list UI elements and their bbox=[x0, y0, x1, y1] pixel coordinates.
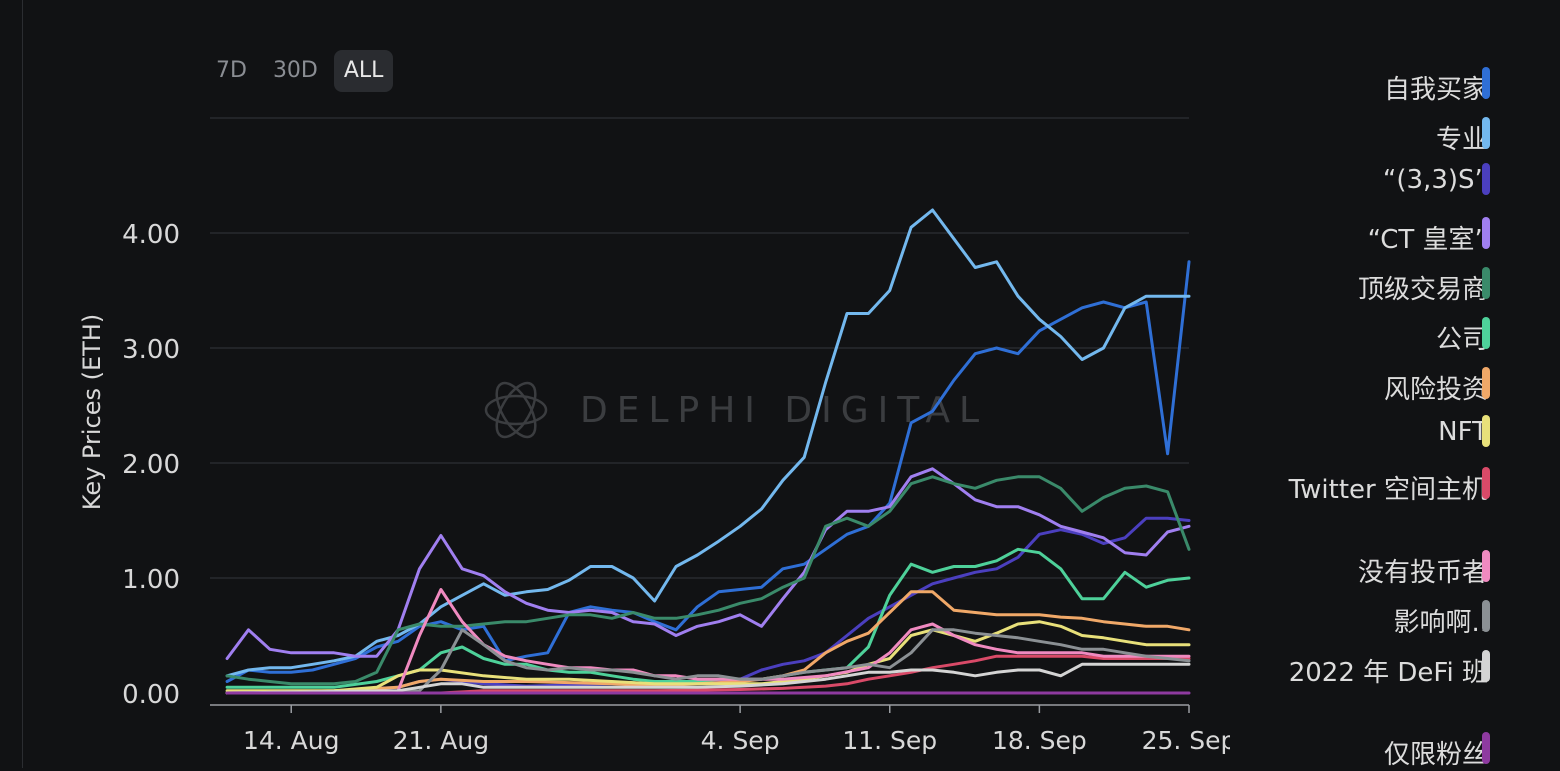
legend-item-label: Twitter 空间主机 bbox=[1288, 475, 1488, 505]
y-tick-label: 4.00 bbox=[122, 220, 180, 250]
series-line-2 bbox=[225, 516, 1191, 695]
legend-item-label: NFT bbox=[1438, 417, 1488, 447]
time-range-tabs: 7D 30D ALL bbox=[206, 50, 394, 92]
legend-swatch bbox=[1482, 217, 1490, 249]
legend-swatch bbox=[1482, 117, 1490, 149]
legend-swatch bbox=[1482, 367, 1490, 399]
legend-swatch bbox=[1482, 732, 1490, 764]
legend-item[interactable]: 2022 年 DeFi 班 bbox=[1289, 652, 1488, 689]
series-line-11 bbox=[225, 662, 1191, 695]
series-line-1 bbox=[225, 208, 1191, 678]
legend-item-label: 仅限粉丝 bbox=[1383, 740, 1488, 770]
legend-swatch bbox=[1482, 600, 1490, 632]
series-line-5 bbox=[225, 547, 1191, 689]
x-tick-label: 21. Aug bbox=[393, 726, 490, 755]
legend-swatch bbox=[1482, 317, 1490, 349]
x-tick-label: 11. Sep bbox=[842, 726, 937, 755]
legend-item-label: 专业 bbox=[1435, 125, 1488, 155]
series-line-4 bbox=[225, 475, 1191, 686]
series-line-3 bbox=[225, 467, 1191, 660]
series-lines bbox=[225, 208, 1191, 695]
legend-item[interactable]: 仅限粉丝 bbox=[1384, 734, 1488, 771]
legend-swatch bbox=[1482, 415, 1490, 447]
axes: 0.00 1.00 2.00 3.00 4.00 14. Aug 21. Aug 4. Sep… bbox=[78, 220, 1230, 755]
legend-item-label: “CT 皇室” bbox=[1367, 225, 1488, 255]
panel-left-border bbox=[22, 0, 23, 768]
range-tab-7d[interactable]: 7D bbox=[216, 58, 247, 83]
key-prices-chart: 0.00 1.00 2.00 3.00 4.00 14. Aug 21. Aug 4. Sep… bbox=[78, 117, 1230, 755]
series-line-9 bbox=[225, 588, 1191, 695]
legend-item-label: 公司 bbox=[1435, 325, 1488, 355]
y-tick-label: 0.00 bbox=[122, 680, 180, 710]
series-line-8 bbox=[225, 654, 1191, 695]
legend-swatch bbox=[1482, 67, 1490, 99]
y-tick-label: 2.00 bbox=[122, 450, 180, 480]
series-line-6 bbox=[225, 590, 1191, 695]
y-axis-title: Key Prices (ETH) bbox=[78, 314, 106, 510]
x-tick-label: 25. Sep bbox=[1142, 726, 1230, 755]
legend-item[interactable]: Twitter 空间主机 bbox=[1289, 469, 1488, 506]
legend-item[interactable]: 专业 bbox=[1436, 119, 1488, 156]
legend-item-label: 2022 年 DeFi 班 bbox=[1288, 658, 1488, 688]
legend-item[interactable]: “(3,3)S” bbox=[1383, 165, 1488, 195]
x-tick-label: 4. Sep bbox=[701, 726, 780, 755]
legend-swatch bbox=[1482, 650, 1490, 682]
legend-item[interactable]: “CT 皇室” bbox=[1368, 219, 1488, 256]
legend-item-label: 风险投资 bbox=[1383, 375, 1488, 405]
y-tick-label: 1.00 bbox=[122, 565, 180, 595]
legend-swatch bbox=[1482, 267, 1490, 299]
legend-item-label: 影响啊.. bbox=[1393, 608, 1488, 638]
y-tick-label: 3.00 bbox=[122, 335, 180, 365]
legend-item[interactable]: 公司 bbox=[1436, 319, 1488, 356]
legend-item[interactable]: 风险投资 bbox=[1384, 369, 1488, 406]
legend-item-label: 没有投币者 bbox=[1357, 558, 1488, 588]
range-tab-30d[interactable]: 30D bbox=[272, 58, 318, 83]
x-tick-label: 18. Sep bbox=[992, 726, 1087, 755]
x-tick-label: 14. Aug bbox=[243, 726, 340, 755]
legend-swatch bbox=[1482, 467, 1490, 499]
legend-item-label: 自我买家 bbox=[1383, 75, 1488, 105]
legend-swatch bbox=[1482, 550, 1490, 582]
series-line-10 bbox=[225, 628, 1191, 695]
legend-item-label: “(3,3)S” bbox=[1382, 165, 1488, 195]
chart-legend: 自我买家专业 “(3,3)S” “CT 皇室” 顶级交易商公司风险投资 NFT Twitt… bbox=[1220, 0, 1560, 771]
legend-item[interactable]: NFT bbox=[1438, 417, 1488, 447]
legend-item[interactable]: 没有投币者 bbox=[1358, 552, 1488, 589]
legend-swatch bbox=[1482, 163, 1490, 195]
legend-item[interactable]: 顶级交易商 bbox=[1358, 269, 1488, 306]
grid-lines bbox=[210, 117, 1189, 579]
legend-item[interactable]: 自我买家 bbox=[1384, 69, 1488, 106]
legend-item-label: 顶级交易商 bbox=[1357, 275, 1488, 305]
legend-item[interactable]: 影响啊.. bbox=[1393, 602, 1488, 639]
range-tab-all[interactable]: ALL bbox=[333, 50, 394, 92]
